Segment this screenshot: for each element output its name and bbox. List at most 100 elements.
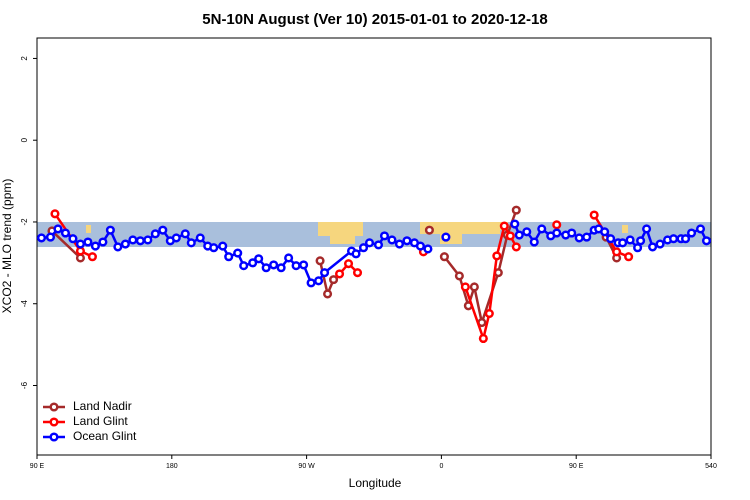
point — [469, 282, 479, 292]
point — [150, 229, 160, 239]
point — [218, 241, 228, 251]
point — [105, 225, 115, 235]
plot-frame — [36, 37, 712, 456]
point — [415, 241, 425, 251]
point — [379, 231, 390, 241]
chart-title: 5N-10N August (Ver 10) 2015-01-01 to 202… — [202, 11, 547, 28]
point — [484, 308, 494, 319]
point — [625, 235, 635, 245]
point — [75, 239, 85, 249]
point — [195, 233, 205, 243]
point — [343, 259, 354, 269]
point — [655, 239, 665, 249]
y-tick-label: 2 — [20, 56, 29, 61]
point — [45, 232, 56, 242]
point — [680, 234, 691, 244]
point — [618, 238, 628, 248]
point — [454, 271, 464, 281]
point — [306, 278, 316, 288]
point — [284, 253, 294, 263]
point — [329, 275, 339, 285]
legend-label: Land Glint — [73, 414, 128, 428]
point — [75, 253, 85, 263]
point — [248, 258, 258, 268]
point — [612, 247, 622, 257]
point — [120, 239, 130, 249]
point — [552, 220, 562, 230]
x-tick-label: 180 — [166, 463, 178, 470]
x-tick-label: 540 — [705, 463, 717, 470]
point — [87, 252, 97, 262]
point — [424, 225, 434, 235]
point — [239, 261, 249, 271]
series — [50, 209, 634, 344]
point — [589, 210, 599, 220]
point — [492, 251, 502, 261]
point — [36, 233, 47, 243]
point — [460, 282, 470, 292]
point — [158, 225, 168, 235]
point — [441, 232, 451, 242]
point — [90, 241, 100, 251]
point — [351, 249, 361, 259]
point — [387, 235, 397, 245]
point — [186, 238, 196, 248]
point — [624, 252, 634, 262]
point — [537, 224, 547, 234]
point — [233, 248, 243, 258]
point — [510, 219, 520, 229]
point — [636, 236, 646, 246]
point — [606, 234, 616, 244]
point — [600, 227, 610, 237]
point — [701, 236, 712, 246]
point — [352, 268, 363, 278]
point — [423, 244, 433, 254]
point — [478, 333, 488, 344]
point — [209, 243, 219, 253]
point — [582, 232, 592, 242]
point — [364, 238, 375, 248]
point — [171, 233, 181, 243]
x-tick-label: 90 E — [569, 463, 584, 470]
point — [75, 246, 85, 256]
point — [648, 242, 658, 252]
point — [642, 224, 652, 234]
legend-marker — [49, 417, 59, 427]
x-axis-label: Longitude — [349, 476, 402, 490]
y-tick-label: -6 — [20, 381, 29, 389]
point — [633, 243, 643, 253]
point — [315, 256, 325, 266]
point — [224, 252, 234, 262]
point — [276, 263, 286, 273]
point — [522, 227, 532, 237]
y-tick-label: -2 — [20, 218, 29, 226]
point — [261, 263, 271, 273]
x-tick-label: 0 — [439, 463, 443, 470]
point — [83, 237, 93, 247]
point — [439, 252, 449, 262]
point — [686, 228, 697, 238]
point — [552, 228, 562, 238]
legend-marker — [49, 402, 59, 412]
point — [373, 240, 384, 250]
point — [53, 224, 63, 234]
legend-label: Land Nadir — [73, 399, 132, 413]
point — [98, 237, 108, 247]
legend-label: Ocean Glint — [73, 429, 137, 443]
point — [358, 243, 369, 253]
point — [314, 276, 324, 286]
legend-marker — [49, 432, 59, 442]
point — [511, 205, 521, 215]
point — [254, 254, 264, 264]
x-tick-label: 90 E — [30, 463, 45, 470]
point — [567, 228, 577, 238]
point — [135, 236, 145, 246]
x-tick-label: 90 W — [298, 463, 315, 470]
point — [574, 233, 584, 243]
point — [402, 236, 412, 246]
point — [394, 239, 405, 249]
point — [180, 229, 190, 239]
point — [335, 269, 345, 279]
